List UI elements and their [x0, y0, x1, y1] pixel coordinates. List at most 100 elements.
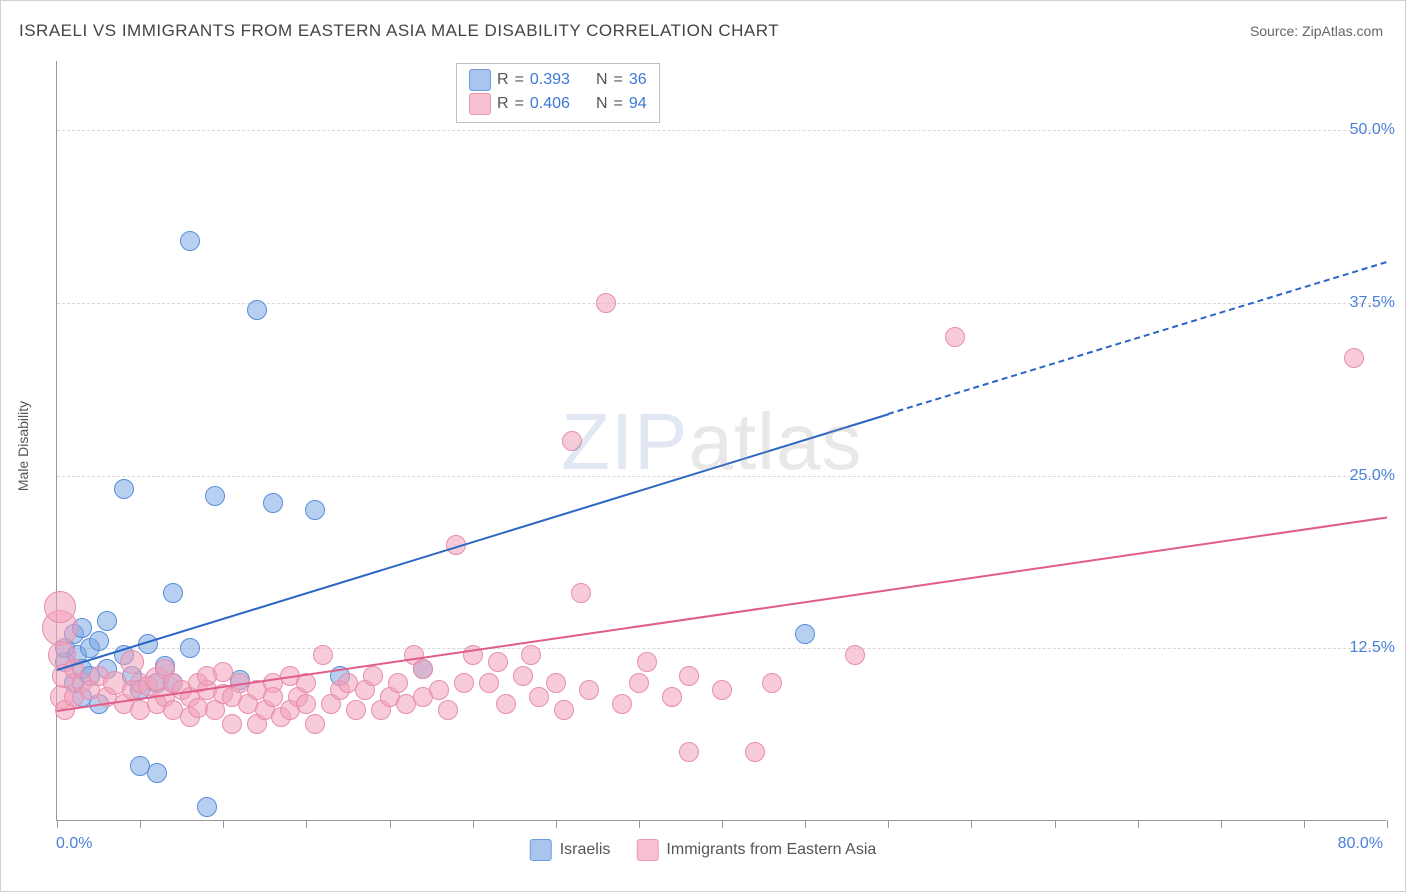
- y-tick-label: 25.0%: [1350, 467, 1395, 485]
- x-tick: [57, 820, 58, 828]
- legend-swatch-immigrants: [636, 839, 658, 861]
- x-tick: [971, 820, 972, 828]
- r-label: R: [497, 92, 509, 116]
- source-attribution: Source: ZipAtlas.com: [1250, 23, 1383, 39]
- legend-item-israelis: Israelis: [530, 839, 611, 861]
- x-tick: [888, 820, 889, 828]
- data-point-immigrants: [554, 700, 574, 720]
- data-point-immigrants: [363, 666, 383, 686]
- data-point-israelis: [197, 797, 217, 817]
- data-point-immigrants: [521, 645, 541, 665]
- data-point-immigrants: [346, 700, 366, 720]
- x-tick: [722, 820, 723, 828]
- legend-stats: R = 0.393N = 36R = 0.406N = 94: [456, 63, 660, 123]
- y-tick-label: 50.0%: [1350, 121, 1395, 139]
- x-axis-min-label: 0.0%: [56, 835, 92, 853]
- legend-series: Israelis Immigrants from Eastern Asia: [530, 839, 877, 861]
- r-value-immigrants: 0.406: [530, 92, 570, 116]
- x-tick: [223, 820, 224, 828]
- data-point-immigrants: [562, 431, 582, 451]
- data-point-immigrants: [612, 694, 632, 714]
- chart-title: ISRAELI VS IMMIGRANTS FROM EASTERN ASIA …: [19, 21, 779, 41]
- data-point-immigrants: [313, 645, 333, 665]
- data-point-immigrants: [488, 652, 508, 672]
- data-point-immigrants: [120, 650, 144, 674]
- data-point-israelis: [163, 583, 183, 603]
- x-tick: [639, 820, 640, 828]
- data-point-immigrants: [513, 666, 533, 686]
- source-name: ZipAtlas.com: [1302, 23, 1383, 39]
- data-point-immigrants: [1344, 348, 1364, 368]
- gridline: [57, 476, 1386, 477]
- x-tick: [1387, 820, 1388, 828]
- y-tick-label: 37.5%: [1350, 294, 1395, 312]
- data-point-immigrants: [679, 666, 699, 686]
- data-point-immigrants: [845, 645, 865, 665]
- data-point-immigrants: [388, 673, 408, 693]
- data-point-immigrants: [429, 680, 449, 700]
- data-point-immigrants: [438, 700, 458, 720]
- data-point-immigrants: [44, 591, 76, 623]
- legend-stat-row-immigrants: R = 0.406N = 94: [469, 92, 647, 116]
- trend-line-israelis: [57, 413, 889, 671]
- data-point-immigrants: [662, 687, 682, 707]
- x-tick: [473, 820, 474, 828]
- x-tick: [1055, 820, 1056, 828]
- data-point-immigrants: [413, 659, 433, 679]
- data-point-immigrants: [679, 742, 699, 762]
- gridline: [57, 648, 1386, 649]
- x-axis-max-label: 80.0%: [1338, 835, 1383, 853]
- data-point-israelis: [305, 500, 325, 520]
- x-tick: [1138, 820, 1139, 828]
- x-tick: [390, 820, 391, 828]
- data-point-immigrants: [305, 714, 325, 734]
- data-point-israelis: [147, 763, 167, 783]
- n-value-israelis: 36: [629, 68, 647, 92]
- data-point-israelis: [114, 479, 134, 499]
- data-point-immigrants: [945, 327, 965, 347]
- data-point-israelis: [795, 624, 815, 644]
- gridline: [57, 130, 1386, 131]
- data-point-immigrants: [296, 694, 316, 714]
- data-point-immigrants: [263, 687, 283, 707]
- x-tick: [140, 820, 141, 828]
- r-value-israelis: 0.393: [530, 68, 570, 92]
- data-point-israelis: [97, 611, 117, 631]
- x-tick: [306, 820, 307, 828]
- x-tick: [1221, 820, 1222, 828]
- data-point-immigrants: [596, 293, 616, 313]
- data-point-immigrants: [454, 673, 474, 693]
- data-point-immigrants: [529, 687, 549, 707]
- x-tick: [805, 820, 806, 828]
- n-label: N: [596, 68, 608, 92]
- data-point-israelis: [180, 231, 200, 251]
- data-point-immigrants: [629, 673, 649, 693]
- data-point-israelis: [263, 493, 283, 513]
- n-value-immigrants: 94: [629, 92, 647, 116]
- r-label: R: [497, 68, 509, 92]
- y-axis-label: Male Disability: [15, 401, 31, 491]
- data-point-immigrants: [222, 714, 242, 734]
- x-tick: [556, 820, 557, 828]
- legend-stat-row-israelis: R = 0.393N = 36: [469, 68, 647, 92]
- data-point-immigrants: [496, 694, 516, 714]
- data-point-israelis: [205, 486, 225, 506]
- plot-area: [56, 61, 1386, 821]
- data-point-israelis: [89, 631, 109, 651]
- x-tick: [1304, 820, 1305, 828]
- legend-swatch-immigrants: [469, 93, 491, 115]
- data-point-immigrants: [762, 673, 782, 693]
- legend-swatch-israelis: [469, 69, 491, 91]
- n-label: N: [596, 92, 608, 116]
- data-point-israelis: [180, 638, 200, 658]
- legend-label-israelis: Israelis: [560, 841, 611, 859]
- data-point-immigrants: [637, 652, 657, 672]
- data-point-immigrants: [579, 680, 599, 700]
- data-point-israelis: [247, 300, 267, 320]
- y-tick-label: 12.5%: [1350, 639, 1395, 657]
- data-point-immigrants: [712, 680, 732, 700]
- data-point-immigrants: [745, 742, 765, 762]
- legend-swatch-israelis: [530, 839, 552, 861]
- source-prefix: Source:: [1250, 23, 1302, 39]
- legend-item-immigrants: Immigrants from Eastern Asia: [636, 839, 876, 861]
